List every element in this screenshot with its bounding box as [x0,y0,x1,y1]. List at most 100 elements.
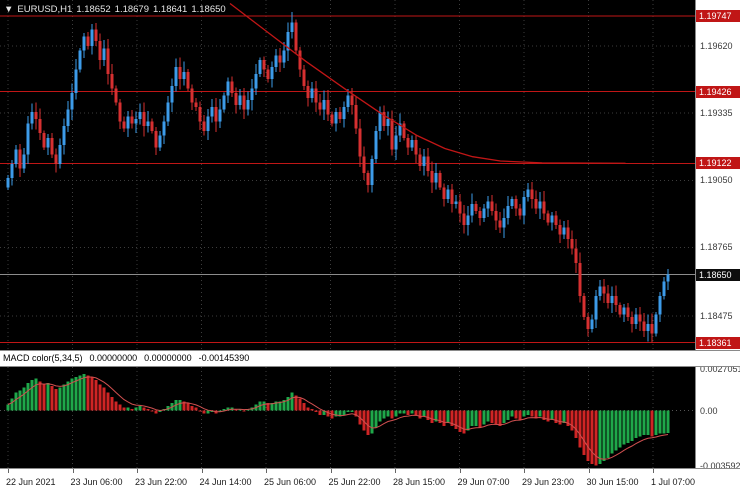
macd-bar [34,378,38,411]
macd-bar [490,410,494,423]
macd-value-1: 0.00000000 [89,353,138,363]
macd-bar [58,387,62,411]
candle-body [550,215,554,223]
macd-bar [530,410,534,417]
macd-signal-line [7,376,669,460]
macd-bar [434,410,438,422]
macd-bar [322,410,326,416]
time-axis-label: 1 Jul 07:00 [651,477,696,487]
macd-bar [542,410,546,420]
macd-bar [6,404,10,411]
candle-body [622,307,626,315]
candle-body [226,81,230,96]
time-axis-tick [72,469,74,473]
candle-body [26,123,30,155]
macd-bar [142,407,146,411]
macd-bar [658,410,662,434]
macd-bar [642,410,646,436]
candle-body [442,187,446,200]
candle-body [246,100,250,110]
macd-label-strip[interactable]: MACD color(5,34,5) 0.00000000 0.00000000 -0… [0,350,740,367]
candle-body [46,137,50,148]
candle-body [378,111,382,131]
time-axis-label: 25 Jun 22:00 [328,477,381,487]
time-axis-label: 23 Jun 06:00 [70,477,123,487]
candle-body [390,119,394,150]
macd-bar [350,410,354,413]
macd-bar [102,387,106,411]
candle-body [214,107,218,122]
macd-value-3: -0.00145390 [198,353,250,363]
candle-body [430,170,434,183]
candle-body [166,102,170,122]
macd-indicator-title: MACD color(5,34,5) [3,353,83,363]
macd-bar [562,410,566,423]
candle-body [66,109,70,127]
candle-body [366,173,370,186]
macd-bar [618,410,622,448]
macd-bar [318,410,322,416]
macd-bar [26,383,30,411]
price-axis[interactable]: 1.19620 1.19335 1.19050 1.18765 1.18475 1.197… [695,0,740,471]
time-axis-tick [266,469,267,473]
candle-body [626,307,630,318]
candle-body [658,295,662,315]
candle-body [534,199,538,209]
candle-body [234,93,238,105]
trendline[interactable] [229,2,626,164]
macd-bar [14,392,18,411]
macd-bar [186,402,190,411]
macd-bar [550,410,554,420]
candle-body [662,281,666,296]
candle-body [554,215,558,226]
macd-bar [370,410,374,434]
macd-bar [42,384,46,411]
macd-bar [382,410,386,419]
time-axis-label: 29 Jun 07:00 [457,477,510,487]
price-level-badge: 1.18361 [696,336,740,349]
macd-bar [182,401,186,411]
candle-body [574,248,578,263]
time-axis-tick [8,469,9,473]
macd-bar [378,410,382,422]
macd-bar [178,399,182,411]
macd-bar [494,410,498,425]
candle-body [22,154,26,169]
candle-body [394,135,398,150]
macd-bar [326,410,330,417]
macd-bar [558,410,562,425]
candle-body [42,133,46,148]
candle-body [498,220,502,228]
candle-body [70,93,74,110]
macd-bar [414,410,418,416]
time-axis-tick [524,469,525,473]
candle-body [274,55,278,68]
candle-body [346,95,350,108]
candle-body [238,95,242,105]
main-chart-area[interactable] [0,0,695,350]
candle-body [446,189,450,200]
time-axis[interactable]: 22 Jun 2021 23 Jun 06:00 23 Jun 22:00 24 Ju… [0,468,740,500]
candle-body [354,104,358,129]
macd-axis-label: -0.0035920 [700,460,740,471]
macd-panel-area[interactable] [0,367,695,468]
macd-bar [242,410,246,412]
candle-body [474,203,478,211]
ohlc-low: 1.18641 [153,4,188,15]
macd-bar [126,407,130,411]
macd-bar [274,401,278,411]
price-chart-canvas[interactable] [0,0,695,350]
candle-body [138,111,142,120]
candle-body [478,210,482,219]
macd-bar [38,381,42,411]
macd-axis-label: 0.0027051 [700,364,740,375]
macd-bar [450,410,454,426]
candle-body [102,48,106,61]
candle-body [150,121,154,131]
candle-body [34,111,38,120]
candle-body [570,239,574,249]
macd-canvas[interactable] [0,367,695,468]
candle-body [142,111,146,127]
macd-bar [610,410,614,454]
candle-body [454,201,458,204]
